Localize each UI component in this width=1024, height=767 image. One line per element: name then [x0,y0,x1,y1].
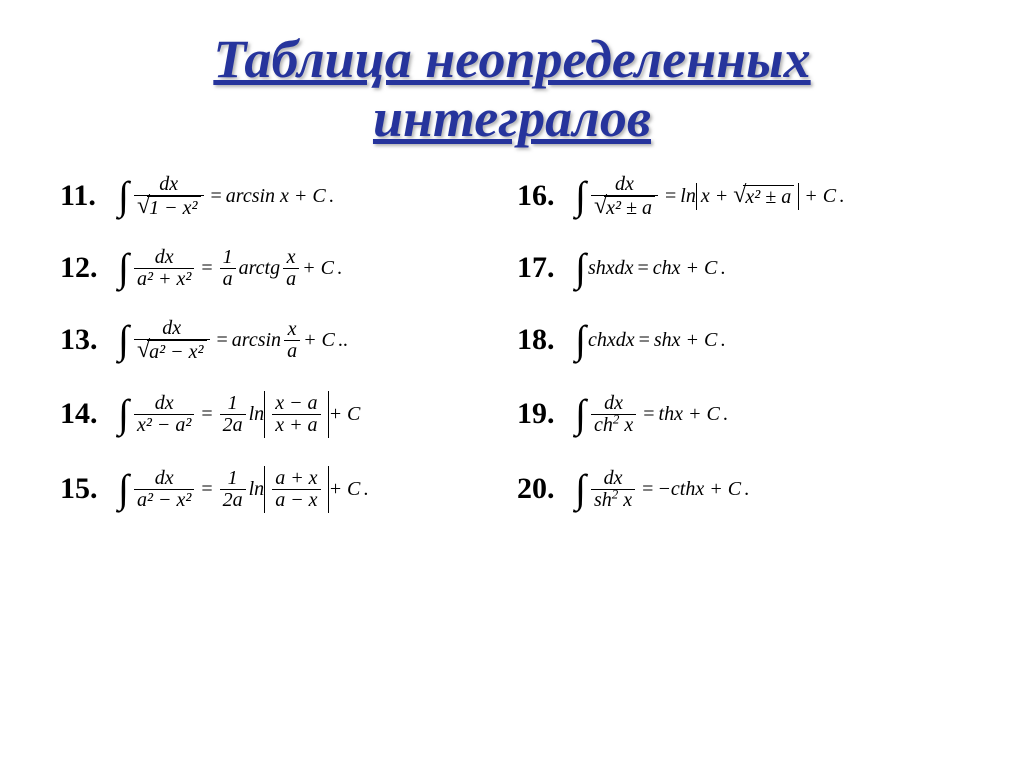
integral-icon: ∫ [575,326,586,354]
item-number: 16. [517,179,565,213]
formula-grid: 11. ∫ dx 1 − x² = arcsin x + C . 16. ∫ d… [50,174,974,513]
page-title: Таблица неопределенных интегралов [50,30,974,149]
title-line-1: Таблица неопределенных [213,29,810,89]
formula-19: 19. ∫ dx ch2 x = thx + C . [517,391,964,438]
item-number: 14. [60,397,108,431]
item-number: 12. [60,251,108,285]
integral-icon: ∫ [575,400,586,428]
item-number: 20. [517,472,565,506]
integral-icon: ∫ [118,475,129,503]
integral-icon: ∫ [575,475,586,503]
formula-18: 18. ∫ chxdx = shx + C . [517,318,964,363]
integral-icon: ∫ [118,400,129,428]
formula-11: 11. ∫ dx 1 − x² = arcsin x + C . [60,174,507,219]
item-number: 18. [517,323,565,357]
formula-15: 15. ∫ dx a² − x² = 1 2a ln a + x a − x +… [60,466,507,513]
title-line-2: интегралов [373,88,651,148]
integral-icon: ∫ [118,326,129,354]
item-number: 11. [60,179,108,213]
formula-17: 17. ∫ shxdx = chx + C . [517,247,964,290]
formula-20: 20. ∫ dx sh2 x = −cthx + C . [517,466,964,513]
formula-13: 13. ∫ dx a² − x² = arcsin x a + C .. [60,318,507,363]
item-number: 19. [517,397,565,431]
item-number: 17. [517,251,565,285]
integral-icon: ∫ [575,182,586,210]
formula-14: 14. ∫ dx x² − a² = 1 2a ln x − a x + a +… [60,391,507,438]
formula-16: 16. ∫ dx x² ± a = ln x + x² ± a + C . [517,174,964,219]
item-number: 13. [60,323,108,357]
integral-icon: ∫ [118,254,129,282]
integral-icon: ∫ [575,254,586,282]
item-number: 15. [60,472,108,506]
integral-icon: ∫ [118,182,129,210]
formula-12: 12. ∫ dx a² + x² = 1 a arctg x a + C . [60,247,507,290]
